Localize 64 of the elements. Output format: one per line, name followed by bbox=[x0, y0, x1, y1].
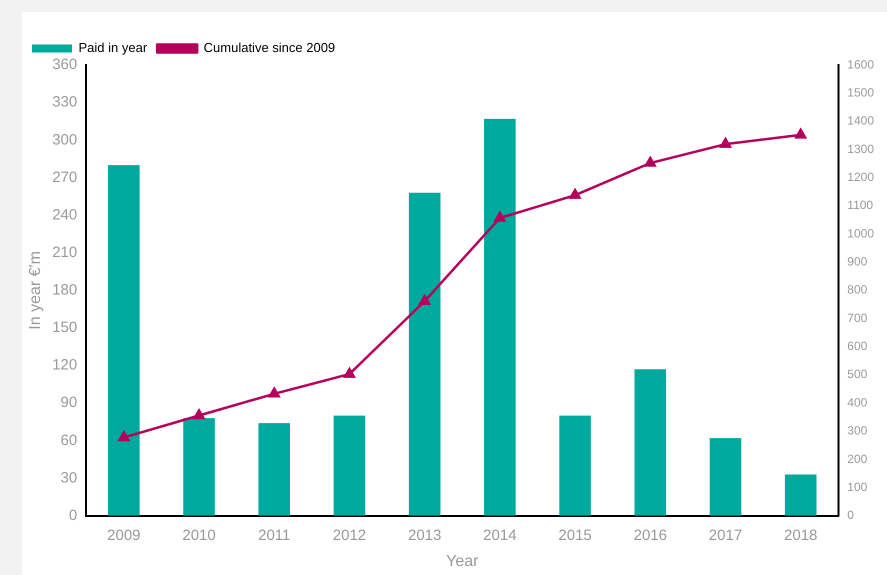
point bbox=[644, 156, 656, 167]
y-tick-label: 240 bbox=[52, 206, 78, 224]
point bbox=[795, 128, 806, 139]
y2-tick-label: 0 bbox=[847, 508, 854, 522]
y2-tick-label: 500 bbox=[847, 367, 868, 382]
x-tick-label: 2015 bbox=[558, 526, 592, 544]
bar bbox=[634, 369, 666, 516]
y2-tick-label: 400 bbox=[847, 395, 868, 410]
bar bbox=[183, 418, 215, 516]
y2-tick-label: 200 bbox=[847, 452, 868, 466]
x-tick-label: 2009 bbox=[107, 526, 141, 544]
y2-tick-label: 100 bbox=[847, 480, 868, 494]
x-axis-title: Year bbox=[446, 552, 480, 570]
bar bbox=[334, 416, 366, 516]
x-tick-label: 2014 bbox=[483, 526, 517, 544]
point bbox=[268, 388, 280, 398]
y2-tick-label: 600 bbox=[847, 339, 868, 354]
point bbox=[494, 212, 506, 222]
y-tick-label: 150 bbox=[52, 319, 78, 336]
y2-tick-label: 1300 bbox=[847, 142, 874, 156]
y2-tick-label: 1200 bbox=[847, 170, 874, 184]
y2-tick-label: 300 bbox=[847, 424, 868, 438]
y2-tick-label: 900 bbox=[847, 254, 868, 269]
bar bbox=[784, 474, 816, 516]
x-tick-label: 2011 bbox=[258, 526, 290, 544]
x-tick-label: 2017 bbox=[708, 526, 742, 544]
point bbox=[193, 409, 205, 420]
x-tick-label: 2016 bbox=[634, 526, 667, 544]
y-tick-label: 180 bbox=[52, 282, 78, 299]
point bbox=[118, 431, 130, 442]
x-tick-label: 2013 bbox=[408, 526, 442, 544]
y-tick-label: 120 bbox=[52, 356, 78, 374]
point bbox=[569, 188, 581, 199]
bar bbox=[258, 423, 290, 516]
point bbox=[720, 138, 732, 148]
y2-tick-label: 1400 bbox=[847, 114, 874, 128]
y2-tick-label: 1600 bbox=[847, 57, 874, 72]
bar bbox=[108, 165, 140, 516]
y-tick-label: 300 bbox=[52, 131, 78, 148]
x-tick-label: 2012 bbox=[332, 526, 366, 544]
y2-tick-label: 700 bbox=[847, 310, 868, 325]
y2-tick-label: 1500 bbox=[847, 85, 874, 100]
bar bbox=[408, 192, 440, 516]
y2-tick-label: 1100 bbox=[847, 198, 874, 212]
y-tick-label: 210 bbox=[52, 244, 78, 261]
bar bbox=[559, 416, 591, 516]
x-tick-label: 2018 bbox=[784, 526, 818, 544]
y2-tick-label: 1000 bbox=[847, 226, 874, 240]
bar bbox=[484, 118, 516, 516]
bar bbox=[710, 438, 742, 516]
y-tick-label: 60 bbox=[60, 432, 78, 449]
point bbox=[344, 368, 356, 378]
y-tick-label: 360 bbox=[52, 56, 78, 74]
y-tick-label: 0 bbox=[68, 506, 78, 524]
point bbox=[419, 294, 430, 305]
y-tick-label: 30 bbox=[60, 469, 78, 486]
y2-tick-label: 800 bbox=[847, 282, 868, 297]
y-tick-label: 90 bbox=[60, 394, 78, 412]
y-tick-label: 270 bbox=[52, 168, 78, 186]
legend-label: Paid in year bbox=[78, 40, 148, 56]
x-tick-label: 2010 bbox=[182, 526, 216, 544]
legend-label: Cumulative since 2009 bbox=[204, 40, 336, 56]
y-tick-label: 330 bbox=[52, 94, 78, 111]
y-axis-title: In year €'m bbox=[27, 251, 44, 330]
